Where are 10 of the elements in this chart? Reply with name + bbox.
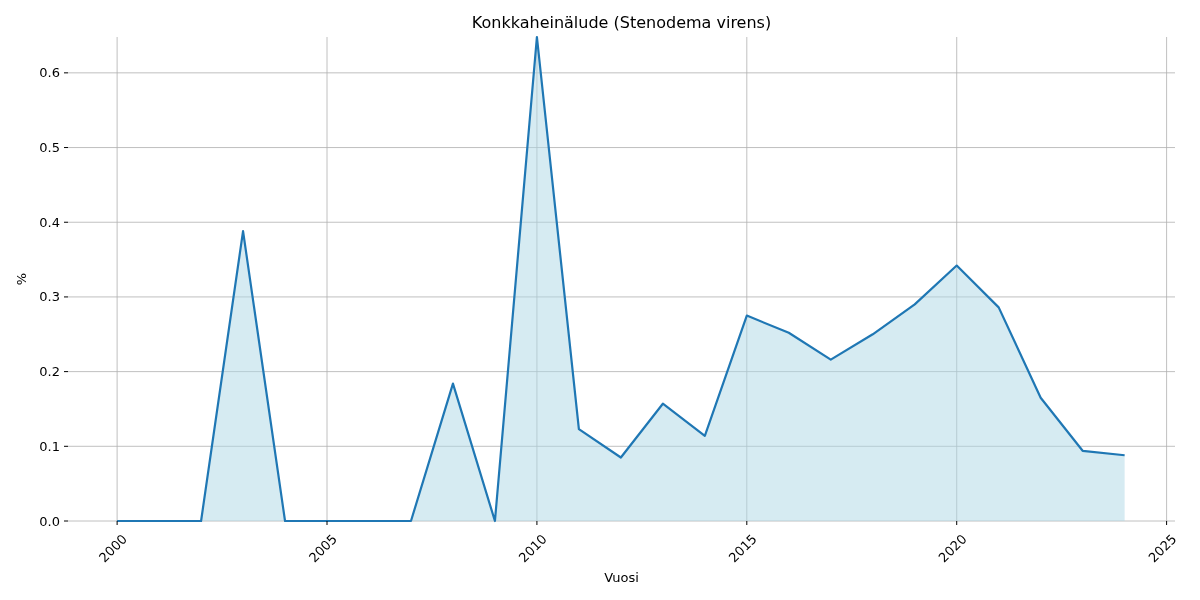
y-tick-label: 0.1: [39, 438, 60, 454]
y-tick-label: 0.4: [39, 214, 60, 230]
y-tick-label: 0.0: [39, 513, 60, 529]
x-axis-title: Vuosi: [604, 570, 639, 585]
y-tick-label: 0.3: [39, 289, 60, 305]
chart-title: Konkkaheinälude (Stenodema virens): [471, 13, 772, 32]
y-tick-label: 0.6: [39, 65, 60, 81]
y-tick-label: 0.5: [39, 140, 60, 156]
y-tick-label: 0.2: [39, 364, 60, 380]
y-axis-title: %: [14, 272, 29, 286]
